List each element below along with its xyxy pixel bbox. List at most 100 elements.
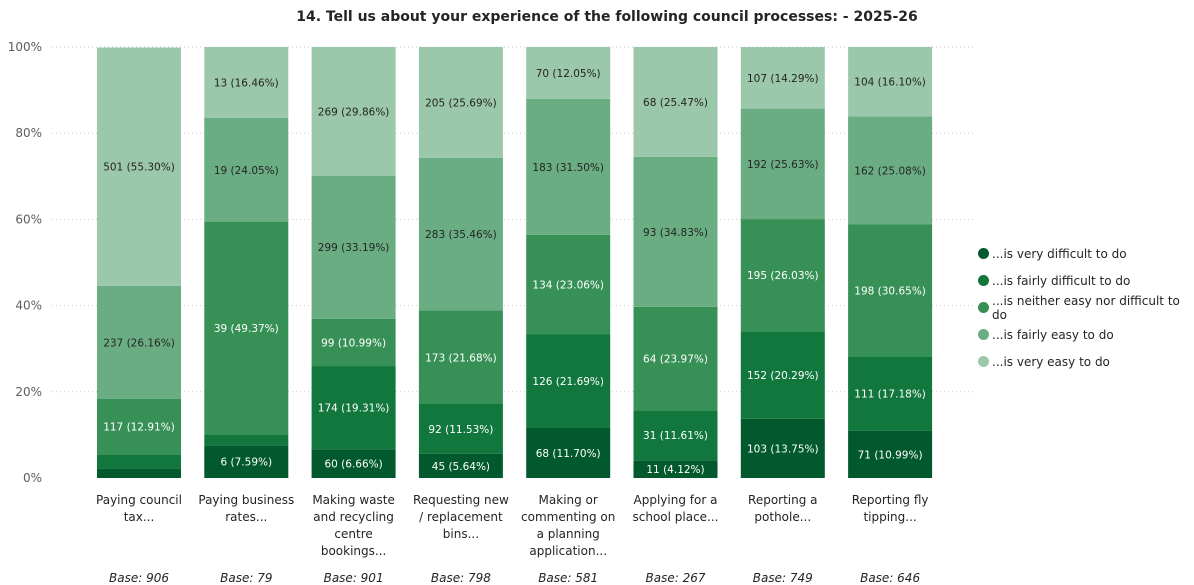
data-label: 92 (11.53%) — [428, 424, 493, 436]
bar-segment — [526, 98, 611, 235]
legend-label: ...is very easy to do — [992, 354, 1110, 369]
legend-swatch-icon — [978, 248, 989, 259]
bar-segment — [204, 445, 289, 478]
x-tick-label: Reporting fly — [852, 493, 929, 507]
chart-legend: ...is very difficult to do ...is fairly d… — [978, 240, 1194, 375]
bar-segment — [418, 157, 503, 311]
data-label: 111 (17.18%) — [854, 389, 926, 401]
bar-segment — [311, 366, 396, 450]
bar-segment — [97, 398, 181, 455]
bar-segment — [848, 47, 933, 117]
bar-segment — [633, 460, 718, 478]
data-label: 269 (29.86%) — [318, 106, 390, 118]
data-label: 174 (19.31%) — [318, 403, 390, 415]
legend-item[interactable]: ...is fairly easy to do — [978, 321, 1194, 348]
data-label: 134 (23.06%) — [532, 279, 604, 291]
y-tick-label: 40% — [15, 299, 42, 313]
x-tick-label: application... — [529, 544, 607, 558]
data-label: 152 (20.29%) — [747, 370, 819, 382]
y-tick-label: 20% — [15, 385, 42, 399]
data-label: 173 (21.68%) — [425, 352, 497, 364]
x-tick-label: commenting on — [521, 510, 615, 524]
bar-segment — [97, 468, 181, 478]
data-label: 126 (21.69%) — [532, 376, 604, 388]
bar-segment — [526, 427, 611, 478]
data-label: 183 (31.50%) — [532, 162, 604, 174]
x-tick-label: Requesting new — [413, 493, 509, 507]
x-tick-label: a planning — [537, 527, 600, 541]
bar-segment — [848, 116, 933, 225]
data-label: 6 (7.59%) — [221, 457, 273, 469]
legend-item[interactable]: ...is very difficult to do — [978, 240, 1194, 267]
legend-label: ...is neither easy nor difficult to do — [992, 293, 1180, 322]
data-label: 60 (6.66%) — [324, 459, 382, 471]
legend-label: ...is fairly difficult to do — [992, 273, 1131, 288]
legend-label: ...is fairly easy to do — [992, 327, 1114, 342]
data-label: 13 (16.46%) — [214, 77, 279, 89]
base-label: Base: 906 — [109, 571, 169, 585]
data-label: 70 (12.05%) — [536, 68, 601, 80]
data-label: 45 (5.64%) — [432, 461, 490, 473]
bar-segment — [848, 224, 933, 357]
bar-segment — [740, 219, 825, 332]
data-label: 283 (35.46%) — [425, 229, 497, 241]
bar-segment — [848, 356, 933, 431]
bar-segment — [526, 47, 611, 99]
legend-swatch-icon — [978, 329, 989, 340]
bar-segment — [418, 453, 503, 478]
data-label: 198 (30.65%) — [854, 286, 926, 298]
legend-item[interactable]: ...is fairly difficult to do — [978, 267, 1194, 294]
data-label: 68 (11.70%) — [536, 448, 601, 460]
x-tick-label: centre — [334, 527, 372, 541]
data-label: 93 (34.83%) — [643, 227, 708, 239]
legend-swatch-icon — [978, 356, 989, 367]
bar-segment — [740, 108, 825, 220]
bar-segment — [633, 47, 718, 157]
bar-segment — [526, 334, 611, 428]
bar-segment — [204, 47, 289, 118]
legend-item[interactable]: ...is very easy to do — [978, 348, 1194, 375]
data-label: 103 (13.75%) — [747, 443, 819, 455]
chart-title: 14. Tell us about your experience of the… — [296, 9, 918, 25]
legend-label: ...is very difficult to do — [992, 246, 1127, 261]
data-label: 107 (14.29%) — [747, 73, 819, 85]
x-tick-label: Making waste — [312, 493, 395, 507]
data-label: 501 (55.30%) — [103, 162, 175, 174]
bar-segment — [848, 430, 933, 478]
base-label: Base: 581 — [538, 571, 598, 585]
bar-segment — [418, 403, 503, 454]
y-tick-label: 100% — [8, 40, 42, 54]
x-tick-label: Paying council — [96, 493, 182, 507]
bar-segment — [740, 47, 825, 109]
data-label: 195 (26.03%) — [747, 270, 819, 282]
bar-segment — [311, 46, 396, 176]
x-tick-label: rates... — [225, 510, 267, 524]
bar-segment — [633, 410, 718, 461]
base-label: Base: 749 — [753, 571, 813, 585]
data-label: 162 (25.08%) — [854, 165, 926, 177]
bar-segment — [633, 156, 718, 307]
x-tick-label: bins... — [443, 527, 479, 541]
legend-item[interactable]: ...is neither easy nor difficult to do — [978, 293, 1194, 322]
data-label: 117 (12.91%) — [103, 421, 175, 433]
base-label: Base: 798 — [431, 571, 491, 585]
data-label: 71 (10.99%) — [858, 449, 923, 461]
bar-segment — [311, 449, 396, 478]
x-tick-label: school place... — [632, 510, 718, 524]
data-label: 205 (25.69%) — [425, 97, 497, 109]
bar-segment — [418, 310, 503, 404]
bar-segment — [204, 117, 289, 222]
base-label: Base: 901 — [324, 571, 384, 585]
data-label: 11 (4.12%) — [646, 464, 704, 476]
x-tick-label: Applying for a — [634, 493, 718, 507]
data-label: 237 (26.16%) — [103, 337, 175, 349]
data-label: 104 (16.10%) — [854, 77, 926, 89]
data-label: 31 (11.61%) — [643, 430, 708, 442]
data-label: 64 (23.97%) — [643, 354, 708, 366]
bar-segment — [740, 331, 825, 419]
y-tick-label: 0% — [23, 471, 42, 485]
x-tick-label: pothole... — [754, 510, 811, 524]
bar-segment — [204, 434, 289, 446]
data-label: 68 (25.47%) — [643, 97, 708, 109]
data-label: 99 (10.99%) — [321, 337, 386, 349]
